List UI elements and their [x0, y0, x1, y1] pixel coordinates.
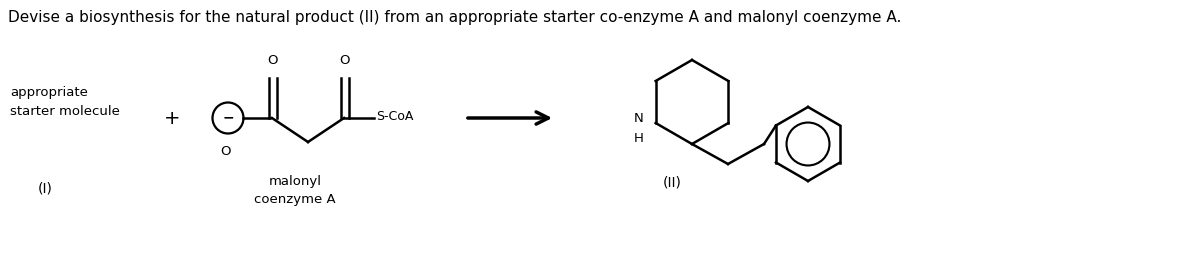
Text: Devise a biosynthesis for the natural product (II) from an appropriate starter c: Devise a biosynthesis for the natural pr…: [8, 10, 901, 25]
Text: O: O: [221, 145, 232, 158]
Text: O: O: [268, 54, 278, 67]
Text: (II): (II): [662, 175, 682, 189]
Text: (I): (I): [37, 181, 53, 195]
Text: H: H: [634, 133, 643, 146]
Text: appropriate
starter molecule: appropriate starter molecule: [10, 86, 120, 118]
Text: +: +: [163, 109, 180, 127]
Text: S-CoA: S-CoA: [376, 110, 413, 123]
Text: O: O: [340, 54, 350, 67]
Text: N: N: [634, 113, 643, 126]
Text: −: −: [222, 110, 234, 124]
Text: malonyl
coenzyme A: malonyl coenzyme A: [254, 175, 336, 206]
